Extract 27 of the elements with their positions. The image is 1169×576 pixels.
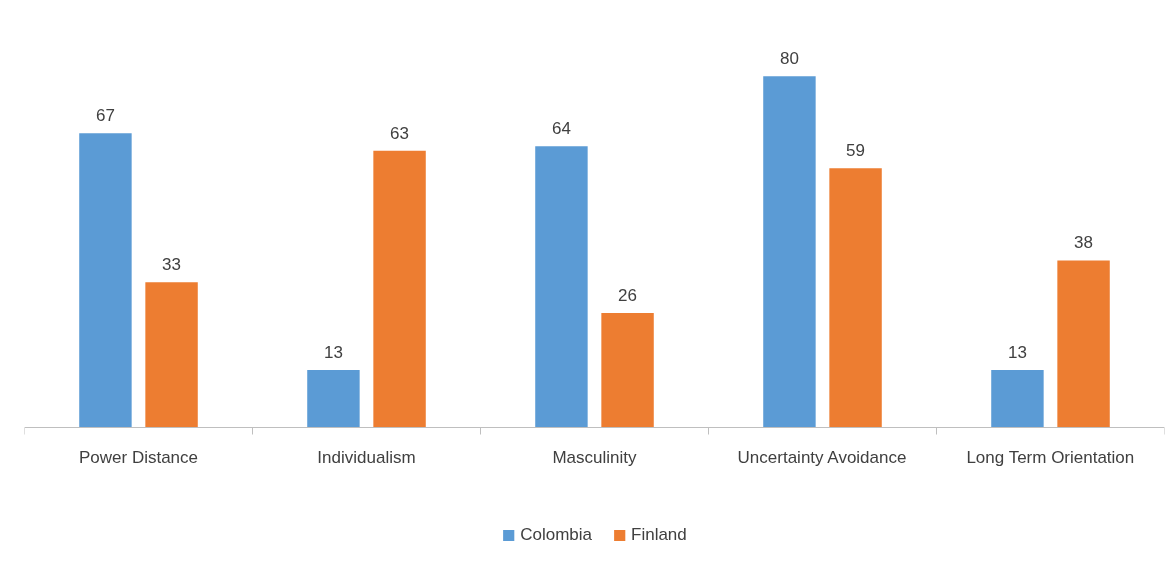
legend-label: Finland [631, 525, 687, 545]
bar [535, 146, 588, 428]
bar [829, 168, 882, 428]
data-label: 80 [779, 49, 799, 69]
data-label: 64 [551, 119, 571, 139]
data-label: 67 [95, 106, 115, 126]
data-label: 13 [1007, 343, 1027, 363]
bar [373, 150, 426, 428]
x-tick-label: Individualism [317, 448, 416, 468]
bar [601, 313, 654, 428]
bar [763, 76, 816, 428]
data-label: 63 [390, 123, 410, 143]
data-label: 59 [846, 141, 866, 161]
legend-label: Colombia [520, 525, 593, 545]
x-tick-label: Masculinity [552, 448, 638, 468]
data-label: 13 [323, 343, 343, 363]
data-label: 33 [162, 255, 182, 275]
x-tick-label: Uncertainty Avoidance [737, 448, 907, 468]
bar [79, 133, 132, 428]
x-tick-label: Long Term Orientation [966, 448, 1135, 468]
data-label: 26 [618, 286, 638, 306]
bar [991, 370, 1044, 428]
bar [145, 282, 198, 428]
bar [307, 370, 360, 428]
bar [1057, 260, 1110, 428]
x-tick-label: Power Distance [78, 448, 199, 468]
data-label: 38 [1074, 233, 1094, 253]
